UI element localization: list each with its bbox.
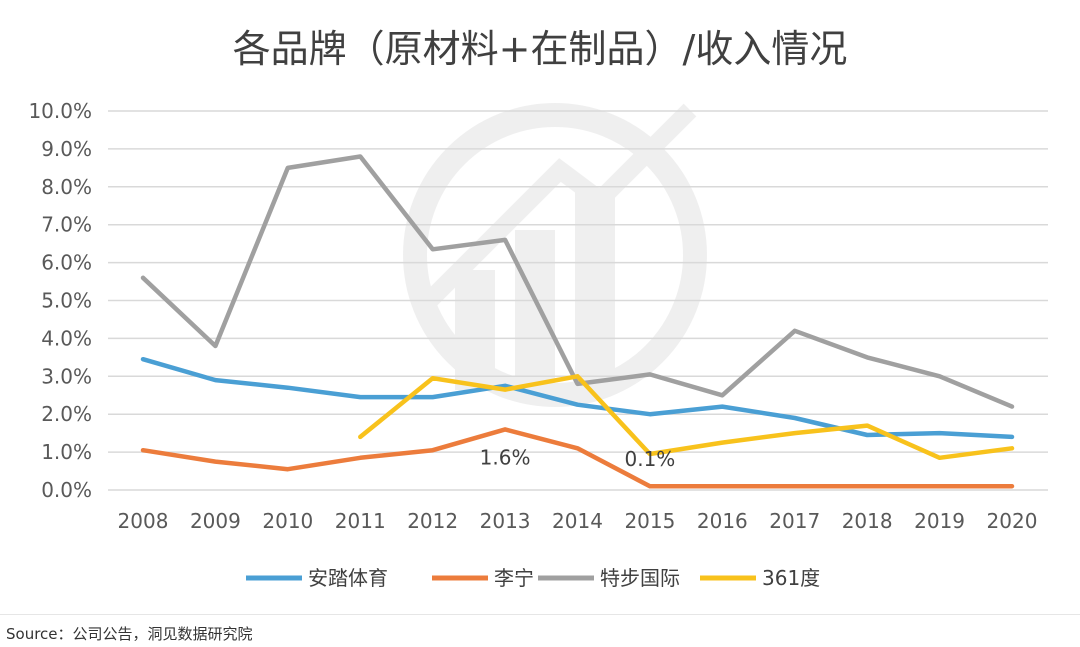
source-footer: Source：公司公告，洞见数据研究院 — [0, 614, 1080, 647]
series-line — [140, 427, 1015, 489]
legend-label: 李宁 — [494, 566, 534, 590]
x-tick-label: 2013 — [480, 509, 531, 533]
x-tick-label: 2017 — [769, 509, 820, 533]
x-tick-label: 2008 — [118, 509, 169, 533]
x-tick-label: 2020 — [987, 509, 1038, 533]
y-tick-label: 3.0% — [41, 364, 92, 388]
x-axis: 2008 2009 2010 2011 2012 2013 2014 2015 2016 2017… — [118, 509, 1038, 533]
y-tick-label: 0.0% — [41, 478, 92, 502]
x-tick-label: 2014 — [552, 509, 603, 533]
x-tick-label: 2011 — [335, 509, 386, 533]
legend-label: 361度 — [762, 566, 820, 590]
y-tick-label: 5.0% — [41, 289, 92, 313]
legend-label: 特步国际 — [600, 566, 680, 590]
y-tick-label: 8.0% — [41, 175, 92, 199]
data-label: 0.1% — [625, 447, 676, 471]
y-tick-label: 6.0% — [41, 251, 92, 275]
y-tick-label: 9.0% — [41, 137, 92, 161]
chart-title: 各品牌（原材料+在制品）/收入情况 — [233, 27, 848, 71]
x-tick-label: 2019 — [914, 509, 965, 533]
x-tick-label: 2010 — [262, 509, 313, 533]
x-tick-label: 2012 — [407, 509, 458, 533]
annotations: 1.6% 0.1% — [480, 445, 676, 471]
source-text: Source：公司公告，洞见数据研究院 — [6, 625, 253, 643]
y-tick-label: 1.0% — [41, 440, 92, 464]
series-lines — [140, 154, 1015, 489]
watermark-logo — [403, 103, 707, 407]
y-tick-label: 7.0% — [41, 213, 92, 237]
x-tick-label: 2015 — [624, 509, 675, 533]
y-tick-label: 2.0% — [41, 402, 92, 426]
x-tick-label: 2016 — [697, 509, 748, 533]
chart-svg: 各品牌（原材料+在制品）/收入情况 0.0% 1.0% 2.0% 3.0% 4.0% 5.… — [28, 27, 1048, 590]
y-tick-label: 10.0% — [28, 99, 92, 123]
chart-container: 各品牌（原材料+在制品）/收入情况 0.0% 1.0% 2.0% 3.0% 4.0% 5.… — [28, 27, 1048, 590]
x-tick-label: 2009 — [190, 509, 241, 533]
y-tick-label: 4.0% — [41, 326, 92, 350]
series-line — [140, 154, 1015, 409]
x-tick-label: 2018 — [842, 509, 893, 533]
series-line — [140, 356, 1015, 440]
data-label: 1.6% — [480, 445, 531, 469]
legend: 安踏体育 李宁 特步国际 361度 — [246, 566, 820, 590]
legend-label: 安踏体育 — [308, 566, 388, 590]
y-axis: 0.0% 1.0% 2.0% 3.0% 4.0% 5.0% 6.0% 7.0% 8.0% 9.0%… — [28, 99, 92, 502]
series-line — [358, 374, 1015, 461]
